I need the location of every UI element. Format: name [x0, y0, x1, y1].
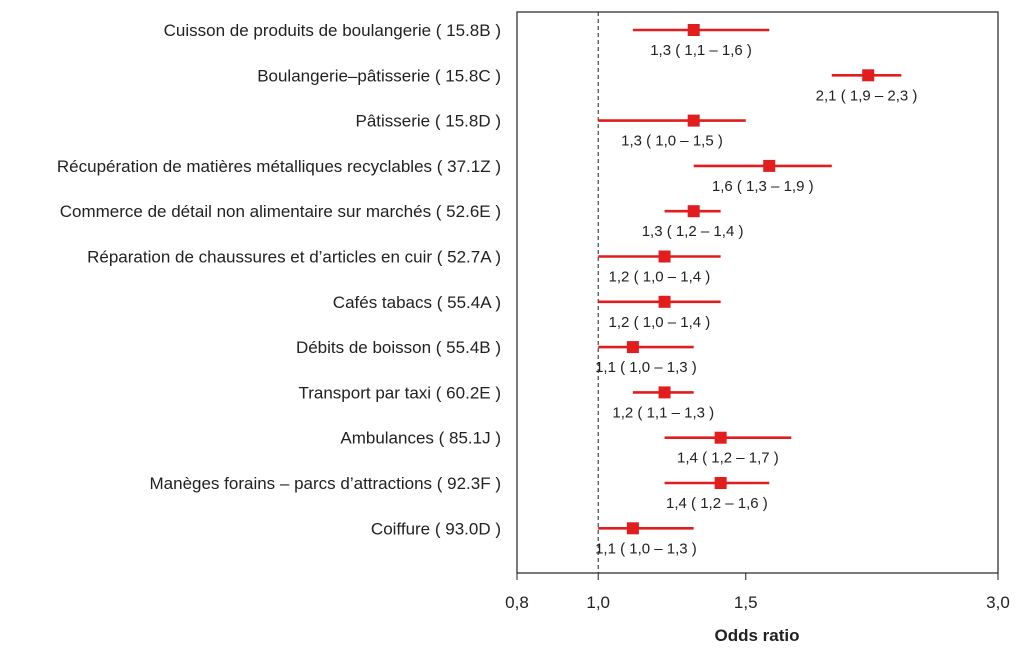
ci-annotation: 1,2 ( 1,0 – 1,4 ) — [609, 269, 711, 286]
ci-annotation: 1,2 ( 1,1 – 1,3 ) — [612, 404, 714, 421]
odds-ratio-marker — [626, 341, 639, 354]
row-label: Boulangerie–pâtisserie ( 15.8C ) — [257, 66, 501, 85]
x-tick-label: 1,0 — [586, 593, 610, 612]
row-label: Réparation de chaussures et d’articles e… — [87, 248, 501, 267]
row-label: Pâtisserie ( 15.8D ) — [356, 112, 502, 131]
row-label: Récupération de matières métalliques rec… — [57, 157, 501, 176]
forest-rows: Cuisson de produits de boulangerie ( 15.… — [57, 21, 918, 557]
odds-ratio-marker — [687, 114, 700, 127]
odds-ratio-marker — [687, 24, 700, 36]
row-label: Cuisson de produits de boulangerie ( 15.… — [164, 21, 501, 40]
ci-annotation: 1,3 ( 1,1 – 1,6 ) — [650, 42, 752, 59]
ci-annotation: 1,3 ( 1,2 – 1,4 ) — [642, 223, 744, 240]
row-label: Cafés tabacs ( 55.4A ) — [333, 293, 501, 312]
odds-ratio-marker — [658, 386, 671, 399]
ci-annotation: 1,4 ( 1,2 – 1,7 ) — [677, 450, 779, 467]
ci-annotation: 2,1 ( 1,9 – 2,3 ) — [816, 87, 918, 104]
odds-ratio-marker — [687, 205, 700, 218]
row-label: Débits de boisson ( 55.4B ) — [296, 338, 501, 357]
plot-frame — [516, 11, 999, 574]
ci-annotation: 1,3 ( 1,0 – 1,5 ) — [621, 133, 723, 150]
odds-ratio-marker — [658, 295, 671, 308]
row-label: Transport par taxi ( 60.2E ) — [298, 383, 501, 402]
x-tick-label: 3,0 — [986, 593, 1010, 612]
odds-ratio-marker — [714, 477, 727, 489]
row-label: Coiffure ( 93.0D ) — [371, 519, 501, 538]
odds-ratio-marker — [862, 69, 875, 82]
x-tick-label: 0,8 — [505, 593, 529, 612]
row-label: Commerce de détail non alimentaire sur m… — [60, 202, 501, 221]
ci-annotation: 1,1 ( 1,0 – 1,3 ) — [595, 359, 697, 376]
ci-annotation: 1,1 ( 1,0 – 1,3 ) — [595, 540, 697, 557]
odds-ratio-marker — [626, 522, 639, 535]
x-axis-label: Odds ratio — [714, 626, 799, 645]
odds-ratio-marker — [658, 250, 671, 263]
row-label: Manèges forains – parcs d’attractions ( … — [150, 474, 502, 493]
ci-annotation: 1,6 ( 1,3 – 1,9 ) — [712, 178, 814, 195]
ci-annotation: 1,4 ( 1,2 – 1,6 ) — [666, 495, 768, 512]
odds-ratio-marker — [714, 431, 727, 444]
ci-annotation: 1,2 ( 1,0 – 1,4 ) — [609, 314, 711, 331]
odds-ratio-marker — [763, 159, 776, 172]
row-label: Ambulances ( 85.1J ) — [340, 429, 501, 448]
x-axis-ticks: 0,8 1,0 1,5 3,0 — [505, 573, 1010, 612]
x-tick-label: 1,5 — [734, 593, 758, 612]
